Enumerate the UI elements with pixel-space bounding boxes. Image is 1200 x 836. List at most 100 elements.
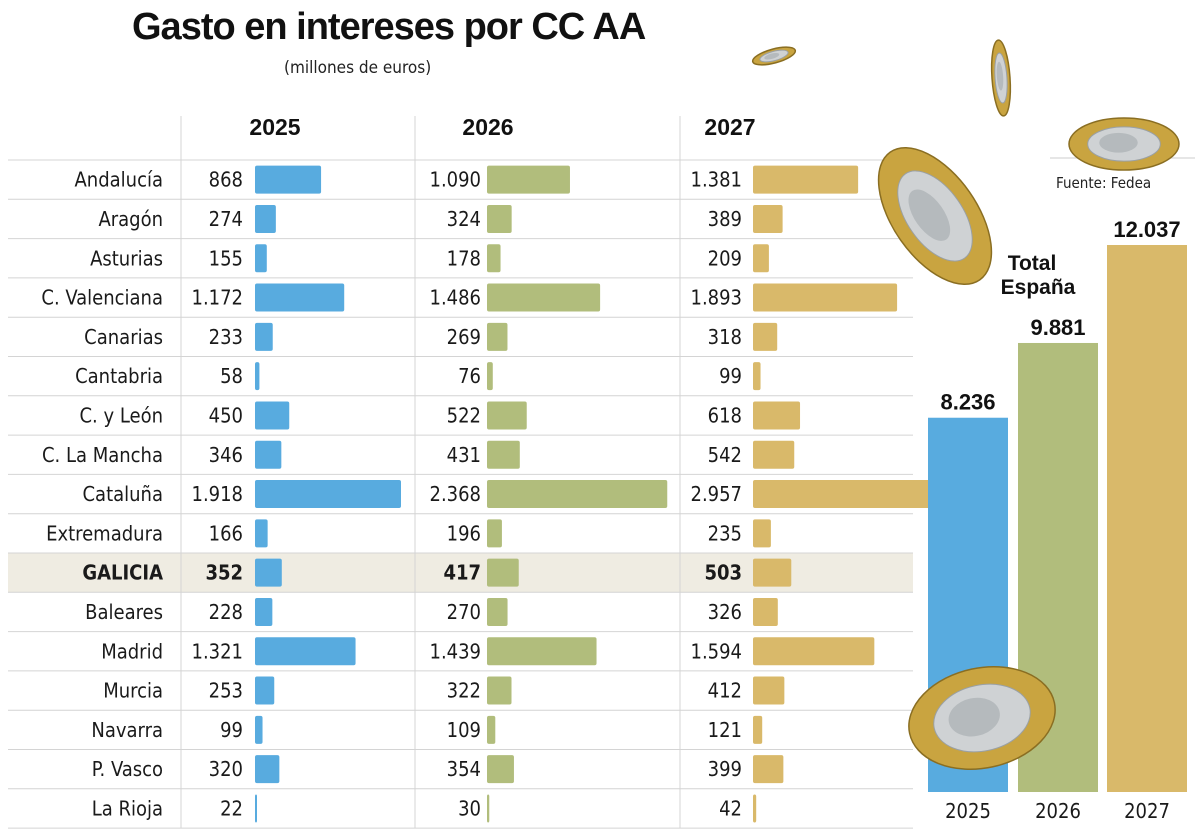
value-label-2027-madrid: 1.594 xyxy=(691,639,743,663)
value-label-2025-la-rioja: 22 xyxy=(220,796,243,820)
coin-icon xyxy=(908,665,1056,771)
total-year-2027: 2027 xyxy=(1124,799,1170,823)
bar-2026-galicia xyxy=(487,558,519,587)
value-label-2026-murcia: 322 xyxy=(447,679,481,703)
value-label-2026-baleares: 270 xyxy=(447,600,481,624)
bar-2025-madrid xyxy=(255,637,356,666)
value-label-2026-extremadura: 196 xyxy=(447,521,481,545)
value-label-2027-p-vasco: 399 xyxy=(708,757,742,781)
value-label-2026-madrid: 1.439 xyxy=(430,639,482,663)
total-year-2026: 2026 xyxy=(1035,799,1081,823)
region-label-navarra: Navarra xyxy=(91,718,163,742)
chart-title: Gasto en intereses por CC AA xyxy=(132,6,646,48)
value-label-2026-p-vasco: 354 xyxy=(447,757,481,781)
coin-icon xyxy=(1068,117,1180,171)
value-label-2026-la-rioja: 30 xyxy=(458,796,481,820)
region-label-extremadura: Extremadura xyxy=(46,521,163,545)
year-header-2027: 2027 xyxy=(704,114,755,140)
bar-2025-asturias xyxy=(255,244,267,273)
bar-2025-cataluna xyxy=(255,480,401,509)
bar-2026-cantabria xyxy=(487,362,493,391)
value-label-2027-andalucia: 1.381 xyxy=(691,168,743,192)
coin-icon xyxy=(877,146,993,286)
bar-2025-andalucia xyxy=(255,165,322,194)
total-title-line1: Total xyxy=(1008,252,1057,275)
bar-2025-baleares xyxy=(255,597,273,626)
bar-2026-cataluna xyxy=(487,480,668,509)
region-label-c-y-leon: C. y León xyxy=(79,403,163,427)
coin-icon xyxy=(751,46,797,66)
region-label-baleares: Baleares xyxy=(85,600,163,624)
value-label-2025-asturias: 155 xyxy=(209,246,243,270)
bar-2026-canarias xyxy=(487,322,508,351)
bar-2027-galicia xyxy=(753,558,792,587)
bar-2025-c-y-leon xyxy=(255,401,290,430)
value-label-2027-baleares: 326 xyxy=(708,600,742,624)
bar-2027-murcia xyxy=(753,676,785,705)
value-label-2026-aragon: 324 xyxy=(447,207,481,231)
value-label-2025-aragon: 274 xyxy=(209,207,243,231)
value-label-2025-c-y-leon: 450 xyxy=(209,403,243,427)
value-label-2025-andalucia: 868 xyxy=(209,168,243,192)
value-label-2027-murcia: 412 xyxy=(708,679,742,703)
value-label-2025-navarra: 99 xyxy=(220,718,243,742)
total-value-2026: 9.881 xyxy=(1030,315,1085,340)
region-label-aragon: Aragón xyxy=(98,207,163,231)
year-header-2026: 2026 xyxy=(462,114,513,140)
bar-2026-c-y-leon xyxy=(487,401,527,430)
value-label-2027-c-y-leon: 618 xyxy=(708,403,742,427)
bar-2026-andalucia xyxy=(487,165,570,194)
value-label-2026-c-valenciana: 1.486 xyxy=(430,286,482,310)
bar-2027-asturias xyxy=(753,244,769,273)
bar-2026-asturias xyxy=(487,244,501,273)
value-label-2026-galicia: 417 xyxy=(443,561,481,585)
bar-2025-canarias xyxy=(255,322,273,351)
bar-2026-c-la-mancha xyxy=(487,440,520,469)
value-label-2027-c-la-mancha: 542 xyxy=(708,443,742,467)
bar-2025-extremadura xyxy=(255,519,268,548)
region-label-c-valenciana: C. Valenciana xyxy=(41,286,163,310)
coins-decoration xyxy=(751,39,1180,771)
region-label-galicia: GALICIA xyxy=(82,561,163,585)
region-label-la-rioja: La Rioja xyxy=(92,796,163,820)
value-label-2027-cataluna: 2.957 xyxy=(691,482,743,506)
value-label-2025-murcia: 253 xyxy=(209,679,243,703)
chart-subtitle: (millones de euros) xyxy=(284,58,432,78)
bar-2025-aragon xyxy=(255,204,276,233)
value-label-2026-c-la-mancha: 431 xyxy=(447,443,481,467)
bar-2026-aragon xyxy=(487,204,512,233)
value-label-2025-madrid: 1.321 xyxy=(192,639,244,663)
bar-2027-madrid xyxy=(753,637,875,666)
total-bar-2027 xyxy=(1107,245,1187,792)
value-label-2026-andalucia: 1.090 xyxy=(430,168,482,192)
value-label-2027-canarias: 318 xyxy=(708,325,742,349)
bar-2027-aragon xyxy=(753,204,783,233)
bar-2027-c-y-leon xyxy=(753,401,801,430)
value-label-2025-p-vasco: 320 xyxy=(209,757,243,781)
value-label-2026-cataluna: 2.368 xyxy=(430,482,482,506)
bar-2026-extremadura xyxy=(487,519,502,548)
bar-2027-baleares xyxy=(753,597,778,626)
bar-2026-navarra xyxy=(487,715,496,744)
total-title-line2: España xyxy=(1001,276,1076,299)
bar-2025-c-la-mancha xyxy=(255,440,282,469)
value-label-2025-galicia: 352 xyxy=(205,561,243,585)
value-label-2026-canarias: 269 xyxy=(447,325,481,349)
value-label-2027-aragon: 389 xyxy=(708,207,742,231)
value-label-2025-cantabria: 58 xyxy=(220,364,243,388)
bar-2025-galicia xyxy=(255,558,282,587)
region-label-canarias: Canarias xyxy=(84,325,163,349)
bar-2026-la-rioja xyxy=(487,794,490,823)
value-label-2025-cataluna: 1.918 xyxy=(192,482,244,506)
value-label-2025-canarias: 233 xyxy=(209,325,243,349)
year-header-2025: 2025 xyxy=(249,114,300,140)
bar-2027-cantabria xyxy=(753,362,761,391)
bar-2027-andalucia xyxy=(753,165,859,194)
bar-2027-c-valenciana xyxy=(753,283,898,312)
bar-2025-cantabria xyxy=(255,362,260,391)
value-label-2026-cantabria: 76 xyxy=(458,364,481,388)
value-label-2026-asturias: 178 xyxy=(447,246,481,270)
total-value-2027: 12.037 xyxy=(1113,217,1180,242)
value-label-2027-navarra: 121 xyxy=(708,718,742,742)
region-label-asturias: Asturias xyxy=(90,246,163,270)
